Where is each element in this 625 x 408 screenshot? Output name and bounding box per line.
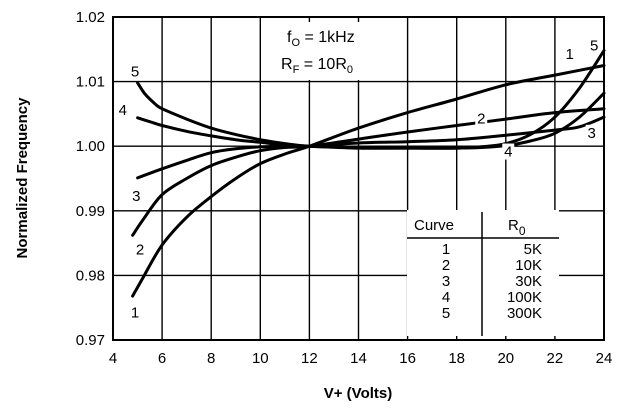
legend-row-curve: 2 bbox=[442, 257, 450, 274]
y-tick-label: 1.01 bbox=[76, 74, 105, 91]
series-lines bbox=[131, 49, 606, 298]
curve-label: 4 bbox=[504, 144, 512, 161]
legend-row-curve: 3 bbox=[442, 273, 450, 290]
legend-header-r0-main: R bbox=[508, 217, 519, 234]
curve-label-background bbox=[502, 143, 515, 160]
series-line-curve-1 bbox=[131, 64, 606, 298]
curve-label-background bbox=[130, 188, 143, 205]
y-tick-label: 0.98 bbox=[76, 267, 105, 284]
legend-row-curve: 4 bbox=[442, 289, 450, 306]
annotation-fo-main: f bbox=[287, 29, 292, 46]
tick-labels: 4 6 8 10 12 14 16 18 20 22 240.970.980.991.001.011… bbox=[76, 9, 613, 367]
curve-label-background bbox=[588, 37, 601, 54]
legend-row-r0: 5K bbox=[524, 241, 542, 258]
annotation-rf-sub: F bbox=[293, 64, 300, 76]
x-tick-label: 6 bbox=[158, 350, 166, 367]
series-line-curve-5 bbox=[136, 49, 606, 150]
legend-row-r0: 300K bbox=[507, 305, 542, 322]
legend-row-curve: 1 bbox=[442, 241, 450, 258]
annotation-box: fO = 1kHz RF = 10R0 bbox=[272, 22, 394, 80]
curve-label-background bbox=[475, 110, 488, 127]
curve-label: 3 bbox=[588, 125, 596, 142]
curve-label: 1 bbox=[131, 304, 139, 321]
annotation-fo: fO = 1kHz bbox=[287, 29, 355, 49]
x-tick-label: 14 bbox=[350, 350, 367, 367]
curve-label: 5 bbox=[131, 63, 139, 80]
y-axis-title: Normalized Frequency bbox=[14, 97, 31, 259]
series-line-curve-4 bbox=[136, 91, 606, 150]
annotation-fo-sub: O bbox=[291, 37, 300, 49]
curve-label-background bbox=[585, 124, 598, 141]
y-tick-label: 0.97 bbox=[76, 332, 105, 349]
curve-label-background bbox=[116, 102, 129, 119]
legend-rows: 1 5K 2 10K 3 30K 4 100K 5 300K bbox=[442, 241, 542, 322]
x-tick-label: 18 bbox=[448, 350, 465, 367]
x-tick-label: 16 bbox=[399, 350, 416, 367]
plot-frame bbox=[112, 16, 605, 341]
legend-header-r0: R0 bbox=[508, 217, 526, 238]
y-tick-label: 1.02 bbox=[76, 9, 105, 26]
legend-row-r0: 30K bbox=[515, 273, 542, 290]
annotation-background bbox=[272, 22, 394, 80]
curve-label: 1 bbox=[565, 46, 573, 63]
legend-row-curve: 5 bbox=[442, 305, 450, 322]
annotation-rf-sub2: 0 bbox=[347, 64, 353, 76]
curve-label: 3 bbox=[132, 188, 140, 205]
curve-label-background bbox=[134, 241, 147, 258]
curve-label-background bbox=[129, 304, 142, 321]
legend-row-r0: 100K bbox=[507, 289, 542, 306]
legend-table-background bbox=[407, 210, 559, 336]
x-tick-label: 24 bbox=[596, 350, 613, 367]
x-tick-label: 10 bbox=[252, 350, 269, 367]
legend-table: Curve R0 1 5K 2 10K 3 30K 4 100K 5 300K bbox=[407, 210, 559, 336]
y-tick-label: 1.00 bbox=[76, 138, 105, 155]
legend-header-r0-sub: 0 bbox=[519, 224, 526, 238]
x-axis-title: V+ (Volts) bbox=[324, 385, 392, 402]
y-tick-label: 0.99 bbox=[76, 203, 105, 220]
x-tick-label: 8 bbox=[207, 350, 215, 367]
legend-header-curve: Curve bbox=[414, 217, 454, 234]
annotation-rf: RF = 10R0 bbox=[281, 56, 353, 76]
curve-label-background bbox=[129, 63, 142, 80]
curve-label: 5 bbox=[590, 38, 598, 55]
x-tick-label: 20 bbox=[497, 350, 514, 367]
annotation-rf-main: R bbox=[281, 56, 293, 73]
curve-label: 2 bbox=[136, 242, 144, 259]
x-tick-label: 4 bbox=[109, 350, 117, 367]
annotation-fo-rest: = 1kHz bbox=[300, 29, 355, 46]
x-tick-label: 12 bbox=[301, 350, 318, 367]
x-tick-label: 22 bbox=[547, 350, 564, 367]
curve-label: 4 bbox=[119, 102, 127, 119]
legend-row-r0: 10K bbox=[515, 257, 542, 274]
curve-label: 2 bbox=[477, 111, 485, 128]
annotation-rf-mid: = 10R bbox=[299, 56, 347, 73]
curve-label-background bbox=[563, 45, 576, 62]
